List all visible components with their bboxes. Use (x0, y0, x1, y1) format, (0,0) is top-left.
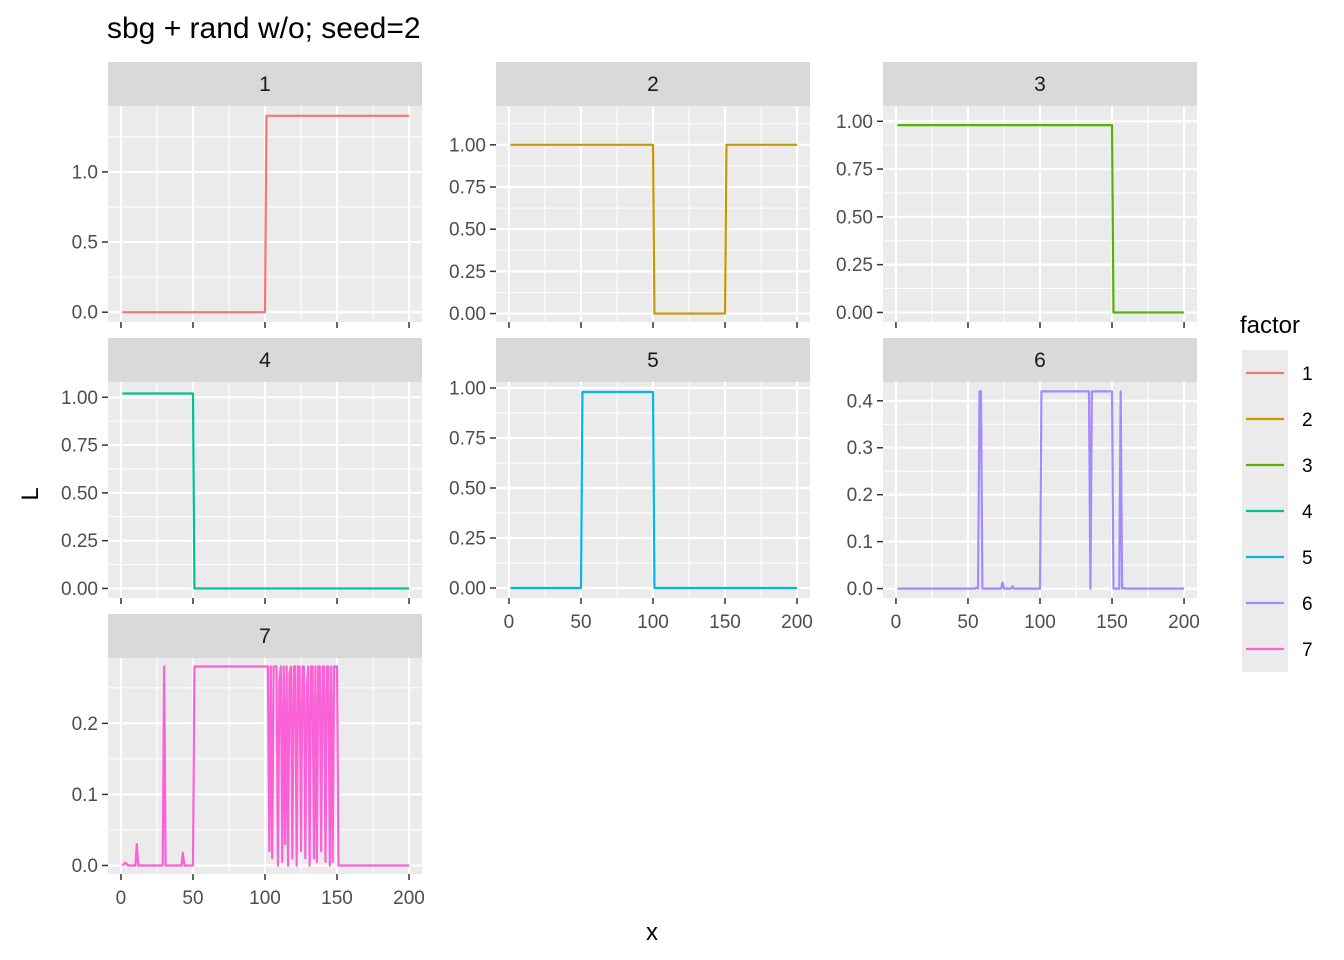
series-line-7 (121, 665, 410, 867)
facet-strip (108, 62, 422, 106)
y-tick-label: 0.1 (847, 532, 873, 553)
x-tick-label: 150 (321, 888, 353, 909)
legend-label: 4 (1302, 502, 1313, 523)
facet-strip-label: 5 (647, 349, 659, 372)
x-tick-label: 200 (781, 612, 813, 633)
legend-title: factor (1240, 312, 1300, 339)
chart-title: sbg + rand w/o; seed=2 (107, 12, 421, 45)
facets-layer: 10.00.51.020.000.250.500.751.0030.000.25… (61, 62, 1200, 909)
facet-strip (496, 62, 810, 106)
legend-label: 7 (1302, 640, 1313, 661)
y-tick-label: 0.0 (72, 856, 98, 877)
y-tick-label: 1.00 (449, 379, 486, 400)
series-line-2 (510, 143, 798, 315)
y-tick-label: 1.00 (836, 112, 873, 133)
x-tick-label: 0 (891, 612, 902, 633)
series-line-4 (122, 392, 410, 590)
y-tick-label: 0.3 (847, 438, 873, 459)
y-tick-label: 1.0 (72, 162, 98, 183)
y-tick-label: 0.25 (836, 255, 873, 276)
x-axis-label: x (646, 919, 658, 946)
x-tick-label: 200 (393, 888, 425, 909)
facet-strip (108, 614, 422, 658)
facet-strip-label: 4 (259, 349, 271, 372)
facet-panel-1: 1 0.0 0.5 1.0 (72, 62, 422, 328)
x-tick-label: 100 (1024, 612, 1056, 633)
x-tick-label: 150 (1096, 612, 1128, 633)
y-tick-label: 0.50 (449, 220, 486, 241)
x-tick-label: 50 (957, 612, 978, 633)
y-tick-label: 0.1 (72, 785, 98, 806)
x-tick-label: 200 (1168, 612, 1200, 633)
x-tick-label: 50 (182, 888, 203, 909)
y-tick-label: 0.00 (449, 579, 486, 600)
y-tick-label: 0.5 (72, 233, 98, 254)
facet-panel-6: 6 0.0 0.1 0.2 0.3 0.4 0 50 100 150 200 (847, 338, 1200, 633)
legend-label: 5 (1302, 548, 1313, 569)
y-tick-label: 0.0 (72, 303, 98, 324)
y-tick-label: 0.00 (449, 304, 486, 325)
x-tick-label: 100 (249, 888, 281, 909)
x-tick-label: 0 (116, 888, 127, 909)
x-tick-label: 0 (504, 612, 515, 633)
series-line-1 (122, 114, 410, 314)
y-tick-label: 0.75 (836, 160, 873, 181)
y-tick-label: 0.2 (72, 714, 98, 735)
y-tick-label: 0.25 (61, 531, 98, 552)
facet-strip (108, 338, 422, 382)
y-tick-label: 0.25 (449, 529, 486, 550)
facet-strip-label: 1 (259, 73, 271, 96)
y-tick-label: 0.4 (847, 391, 874, 412)
y-tick-label: 0.50 (449, 479, 486, 500)
facet-strip-label: 3 (1034, 73, 1046, 96)
legend-label: 1 (1302, 364, 1313, 385)
y-tick-label: 0.25 (449, 262, 486, 283)
y-tick-label: 0.00 (61, 579, 98, 600)
x-tick-label: 50 (570, 612, 591, 633)
y-tick-label: 0.75 (61, 436, 98, 457)
facet-panel-5: 5 0.00 0.25 0.50 0.75 1.00 0 50 100 150 200 (449, 338, 813, 633)
y-tick-label: 0.50 (61, 483, 98, 504)
legend-label: 3 (1302, 456, 1313, 477)
y-tick-label: 0.75 (449, 178, 486, 199)
facet-strip-label: 7 (259, 625, 271, 648)
facet-strip-label: 6 (1034, 349, 1046, 372)
y-tick-label: 0.75 (449, 429, 486, 450)
facet-panel-4: 4 0.00 0.25 0.50 0.75 1.00 (61, 338, 422, 604)
legend-label: 2 (1302, 410, 1313, 431)
y-tick-label: 0.2 (847, 485, 873, 506)
facet-panel-7: 7 0.0 0.1 0.2 0 50 100 150 200 (72, 614, 425, 909)
y-tick-label: 0.50 (836, 207, 873, 228)
facet-panel-3: 3 0.00 0.25 0.50 0.75 1.00 (836, 62, 1197, 328)
x-tick-label: 150 (709, 612, 741, 633)
y-tick-label: 0.0 (847, 579, 873, 600)
legend: factor 1 2 3 4 5 6 7 (1240, 312, 1313, 672)
y-tick-label: 0.00 (836, 303, 873, 324)
series-line-5 (510, 390, 798, 590)
facet-strip-label: 2 (647, 73, 659, 96)
facet-strip (496, 338, 810, 382)
series-line-6 (897, 390, 1185, 590)
facet-panel-2: 2 0.00 0.25 0.50 0.75 1.00 (449, 62, 810, 328)
facet-strip (883, 62, 1197, 106)
y-tick-label: 1.00 (61, 388, 98, 409)
facet-strip (883, 338, 1197, 382)
x-tick-label: 100 (637, 612, 669, 633)
y-axis-label: L (17, 487, 44, 500)
y-tick-label: 1.00 (449, 135, 486, 156)
series-line-3 (897, 124, 1185, 314)
legend-label: 6 (1302, 594, 1313, 615)
